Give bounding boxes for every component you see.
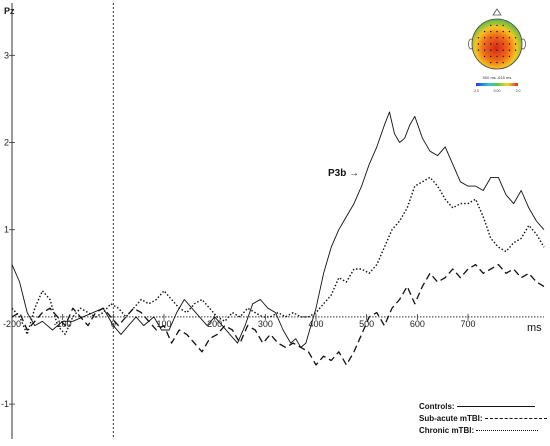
electrode-dot [508,49,511,51]
legend-controls-swatch [456,406,535,408]
scale-min-label: -2.0 [473,89,479,93]
x-tick-label: -200 [3,319,21,329]
electrode-dot [514,43,517,45]
electrode-dot [502,24,504,27]
y-tick-label: 2 [4,138,9,148]
x-tick-label: 700 [460,319,475,329]
electrode-dot [483,43,486,45]
electrode-dot [502,55,504,58]
x-tick-label: 100 [156,319,171,329]
electrode-dot [508,55,511,58]
electrode-dot [477,43,480,45]
electrode-dot [490,43,492,45]
y-tick-label: 1 [4,225,9,235]
electrode-dot [483,37,486,39]
scale-mid-label: 0.00 [494,89,501,93]
electrode-dots [477,24,517,64]
electrode-dot [496,55,498,58]
electrode-dot [477,49,480,51]
electrode-dot [496,49,498,51]
electrode-dot [502,37,504,39]
x-tick-label: 200 [207,319,222,329]
x-axis-unit-label: ms [527,322,542,334]
electrode-dot [490,37,492,39]
legend-chronic: Chronic mTBI: [419,426,539,435]
inset-time-caption: 500 ms -615 ms [483,75,512,80]
legend-subacute: Sub-acute mTBI: [419,414,547,423]
head-nose-icon [492,8,502,16]
electrode-dot [490,55,492,58]
legend-subacute-label: Sub-acute mTBI: [419,414,483,423]
x-tick-label: 600 [410,319,425,329]
electrode-dot [496,30,498,33]
electrode-dot [508,37,511,39]
series-line-3 [11,176,545,336]
x-tick-label: 400 [308,319,323,329]
legend-chronic-label: Chronic mTBI: [419,426,475,435]
electrode-dot [514,49,517,51]
x-tick-label: 500 [359,319,374,329]
electrode-dot [502,49,504,51]
electrode-dot [514,37,517,39]
tick-labels: -200 -100 0 100 200 300 400 500 600 700 -1 1 2 3 [1,50,476,409]
legend-controls: Controls: [419,402,535,411]
x-tick-label: 0 [111,319,116,329]
electrode-dot [496,37,498,39]
x-tick-label: 300 [258,319,273,329]
topography-inset: 500 ms -615 ms -2.0 0.00 2.0 [468,8,526,93]
series-line-1 [11,111,545,348]
electrode-dot [490,24,492,27]
p3b-annotation: P3b → [328,168,359,179]
channel-label: Pz [4,6,15,16]
electrode-dot [496,24,498,27]
electrode-dot [496,61,498,64]
scale-max-label: 2.0 [516,89,521,93]
series-line-2 [11,263,545,366]
electrode-dot [483,55,486,58]
y-tick-label: 3 [4,50,9,60]
legend-controls-label: Controls: [419,402,455,411]
electrode-dot [508,43,511,45]
electrode-dot [502,61,504,64]
electrode-dot [490,49,492,51]
electrode-dot [490,61,492,64]
electrode-dot [502,30,504,33]
y-tick-label: -1 [1,399,9,409]
electrode-dot [477,37,480,39]
electrode-dot [483,30,486,33]
x-tick-label: -100 [54,319,72,329]
series-lines [11,111,545,366]
electrode-dot [483,49,486,51]
legend-chronic-swatch [476,430,539,432]
electrode-dot [496,43,498,45]
electrode-dot [508,30,511,33]
color-scale-bar [476,83,518,86]
electrode-dot [490,30,492,33]
legend-subacute-swatch [484,418,547,420]
electrode-dot [502,43,504,45]
axes [9,3,544,439]
